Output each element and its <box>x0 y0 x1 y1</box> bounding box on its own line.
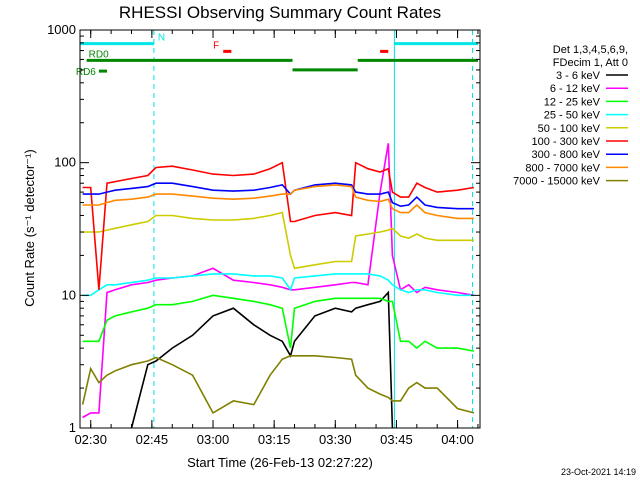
chart-title: RHESSI Observing Summary Count Rates <box>119 3 441 22</box>
date-stamp: 23-Oct-2021 14:19 <box>561 467 636 477</box>
x-tick-label: 03:00 <box>197 432 230 447</box>
y-axis-label: Count Rate (s⁻¹ detector⁻¹) <box>22 149 37 307</box>
series-line-0 <box>130 290 394 429</box>
axes-layer: 1 10 100 1000 02:30 02:45 03:00 03:15 03:30 03:45… <box>47 22 481 447</box>
series-line-2 <box>82 294 475 352</box>
legend-label-5: 100 - 300 keV <box>532 136 601 148</box>
legend-label-1: 6 - 12 keV <box>550 83 601 95</box>
x-tick-label: 02:30 <box>74 432 107 447</box>
series-line-7 <box>82 184 474 220</box>
legend-label-0: 3 - 6 keV <box>556 70 601 82</box>
legend-label-4: 50 - 100 keV <box>538 123 601 135</box>
x-tick-label: 02:45 <box>136 432 169 447</box>
series-line-3 <box>82 273 474 297</box>
series-line-4 <box>82 211 474 270</box>
series-line-5 <box>82 161 475 290</box>
legend-label-2: 12 - 25 keV <box>544 96 601 108</box>
plot-layer: N F RD0 RD6 <box>76 30 478 429</box>
series-line-1 <box>82 143 475 419</box>
y-tick-label: 1000 <box>47 22 76 37</box>
legend-label-7: 800 - 7000 keV <box>525 162 600 174</box>
legend-header-line-1: Det 1,3,4,5,6,9, <box>553 44 628 56</box>
x-tick-label: 03:30 <box>319 432 352 447</box>
x-tick-label: 03:45 <box>380 432 413 447</box>
y-tick-label: 10 <box>62 287 76 302</box>
flag-label-1: F <box>213 40 219 51</box>
x-tick-label: 04:00 <box>441 432 474 447</box>
flag-label-4: RD6 <box>76 67 96 78</box>
flag-label-0: N <box>158 33 165 44</box>
legend: Det 1,3,4,5,6,9, FDecim 1, Att 0 3 - 6 k… <box>513 44 628 188</box>
flag-label-2: RD0 <box>89 49 109 60</box>
legend-label-8: 7000 - 15000 keV <box>513 176 601 188</box>
y-tick-label: 1 <box>69 420 76 435</box>
legend-header-line-2: FDecim 1, Att 0 <box>553 57 628 69</box>
plot-frame <box>79 29 481 429</box>
series-line-8 <box>81 355 475 415</box>
legend-label-3: 25 - 50 keV <box>544 110 601 122</box>
x-tick-label: 03:15 <box>258 432 291 447</box>
y-tick-label: 100 <box>54 155 76 170</box>
legend-label-6: 300 - 800 keV <box>532 149 601 161</box>
x-axis-label: Start Time (26-Feb-13 02:27:22) <box>187 455 373 470</box>
